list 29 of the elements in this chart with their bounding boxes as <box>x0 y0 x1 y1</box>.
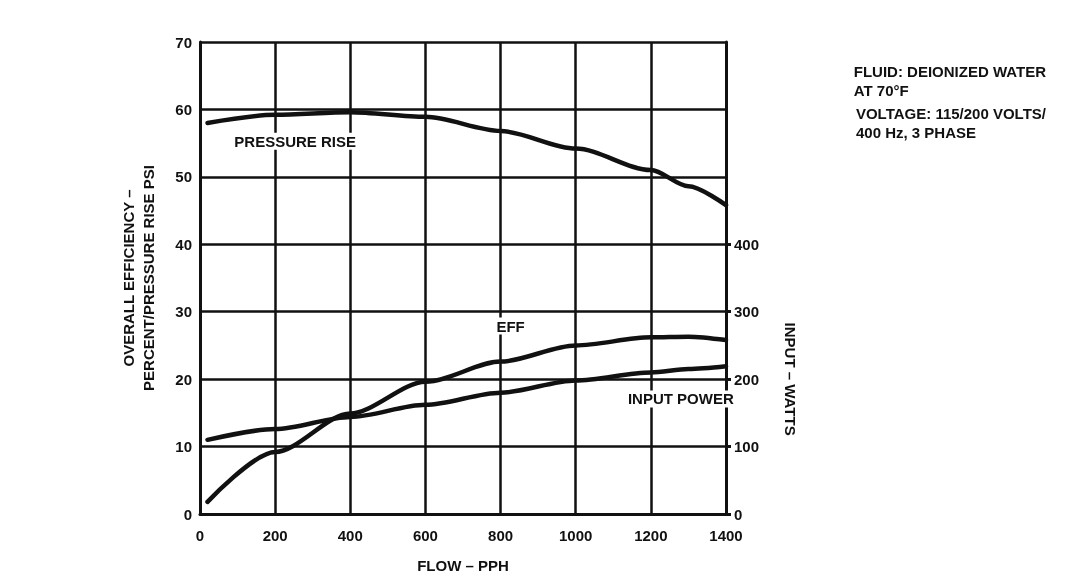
y2-tick-label: 0 <box>734 505 743 523</box>
x-tick-label: 0 <box>195 527 205 544</box>
y-tick-label: 30 <box>175 303 192 321</box>
x-axis-title: FLOW – PPH <box>417 557 509 574</box>
text: FLUID: DEIONIZED WATER AT 70°F <box>853 63 1047 99</box>
y2-axis-title: INPUT – WATTS <box>781 322 799 436</box>
y-tick-label: 40 <box>175 235 192 253</box>
x-tick-label: 400 <box>337 527 363 544</box>
series-label: EFF <box>496 317 525 335</box>
y-tick-label: 50 <box>175 168 192 186</box>
y-tick-label: 60 <box>175 100 192 118</box>
x-tick-label: 600 <box>412 527 438 544</box>
y2-tick-label: 400 <box>734 235 760 253</box>
x-tick-label: 1400 <box>709 527 743 544</box>
y-axis-title: OVERALL EFFICIENCY – PERCENT/PRESSURE RISE PSI <box>119 165 157 391</box>
series-label: PRESSURE RISE <box>234 132 356 150</box>
y-tick-label: 70 <box>175 33 192 51</box>
y2-tick-label: 100 <box>734 438 760 456</box>
series-label: INPUT POWER <box>627 390 734 408</box>
x-tick-label: 1000 <box>559 527 593 544</box>
x-tick-label: 800 <box>488 527 514 544</box>
x-tick-label: 200 <box>262 527 288 544</box>
y-tick-label: 20 <box>175 370 192 388</box>
x-tick-label: 1200 <box>634 527 668 544</box>
y2-tick-label: 200 <box>734 370 760 388</box>
y-tick-label: 10 <box>175 438 192 456</box>
y-tick-label: 0 <box>183 505 192 523</box>
y2-tick-label: 300 <box>734 303 760 321</box>
text: VOLTAGE: 115/200 VOLTS/ 400 Hz, 3 PHASE <box>855 105 1047 141</box>
